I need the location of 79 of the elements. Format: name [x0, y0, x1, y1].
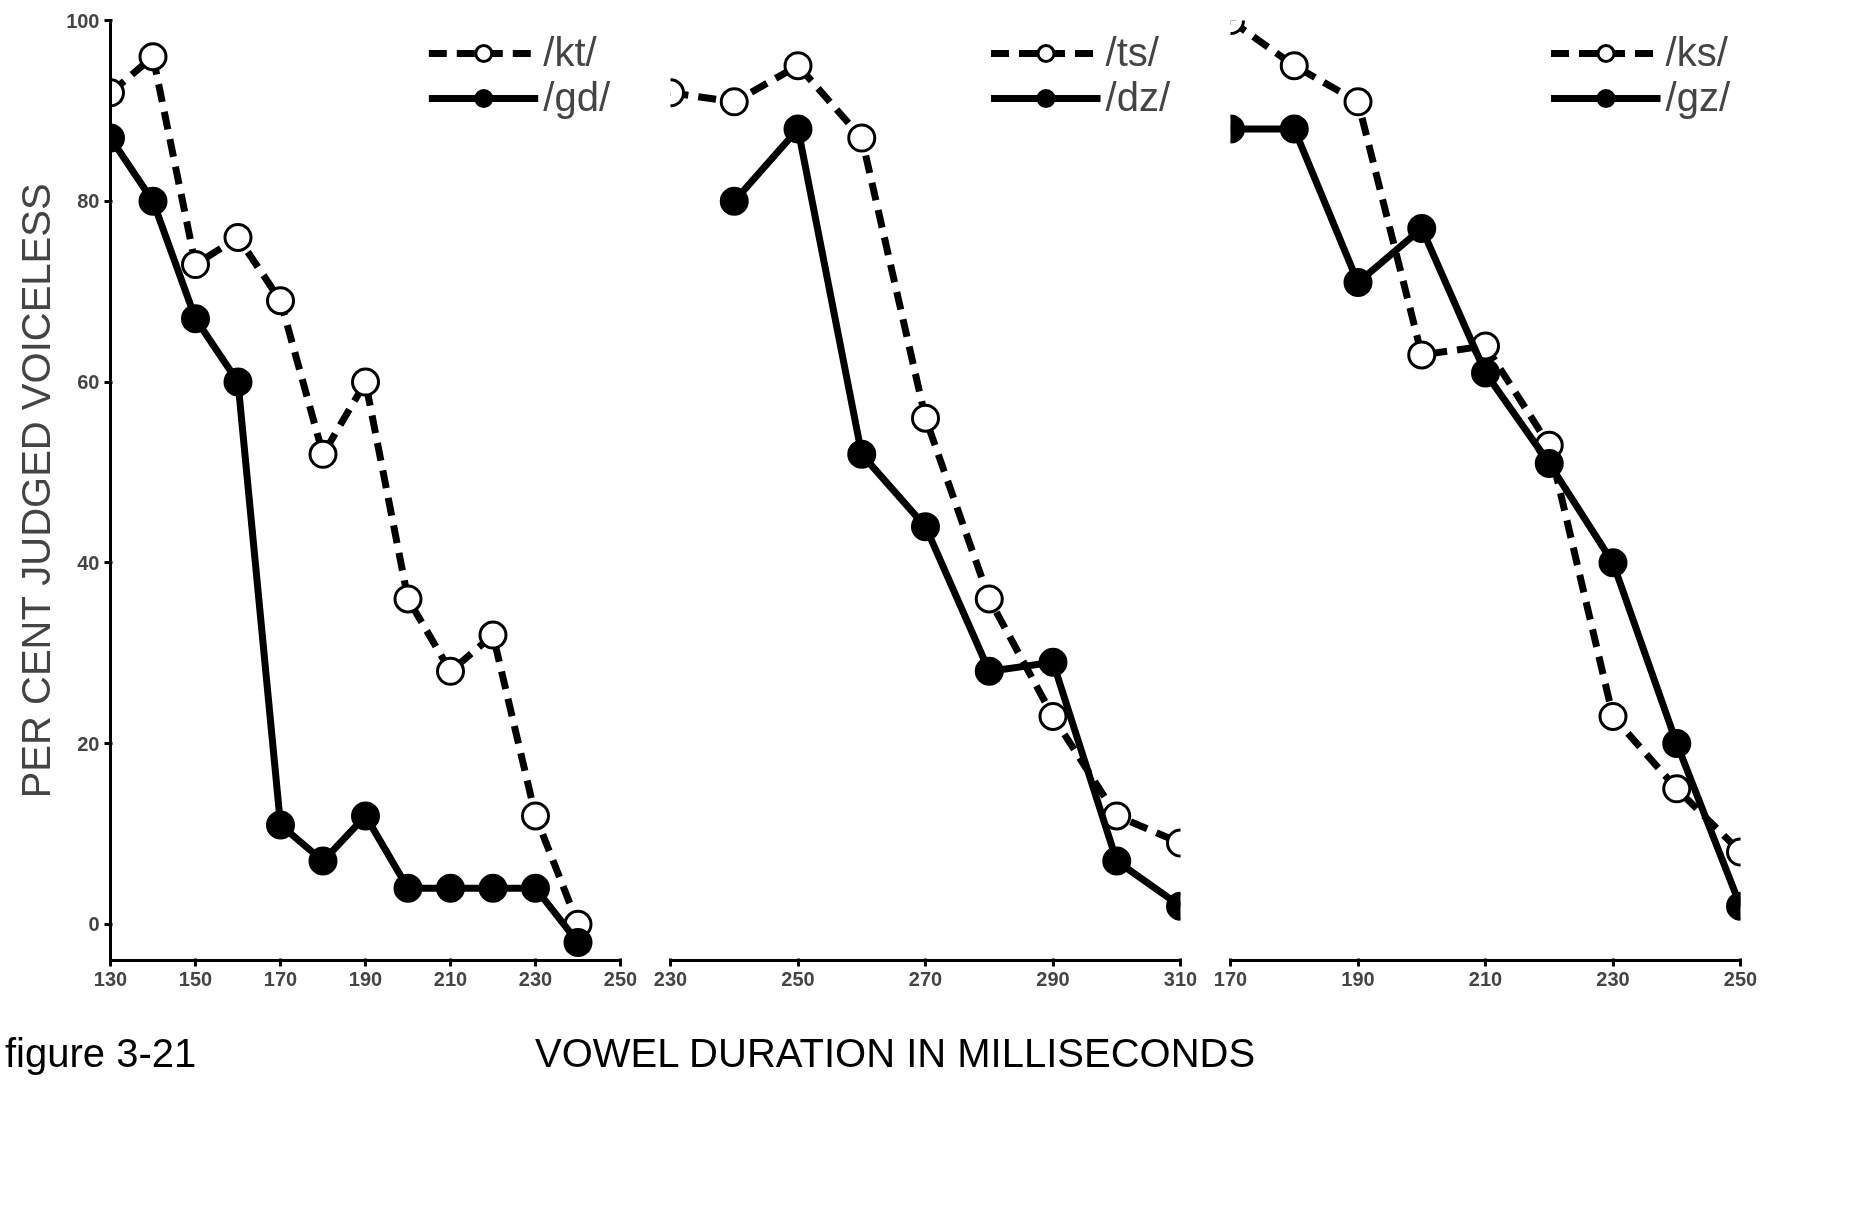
legend-label: /gd/ — [543, 75, 610, 120]
point — [393, 873, 423, 903]
y-tick-label: 80 — [77, 190, 100, 213]
y-tick-label: 20 — [77, 732, 100, 755]
point — [223, 367, 253, 397]
point — [847, 439, 877, 469]
point — [308, 439, 338, 469]
point — [436, 873, 465, 903]
point — [351, 367, 380, 397]
point — [521, 801, 550, 831]
point — [911, 403, 940, 433]
point — [1471, 358, 1500, 388]
point — [1343, 87, 1373, 117]
point — [783, 114, 813, 144]
point — [1102, 801, 1132, 831]
point — [436, 656, 465, 686]
point — [1598, 548, 1628, 578]
point — [138, 186, 168, 216]
x-tick-label: 270 — [908, 967, 943, 990]
point — [719, 87, 749, 117]
point — [351, 801, 380, 831]
x-tick-label: 170 — [263, 967, 298, 990]
point — [393, 584, 423, 614]
point — [974, 584, 1004, 614]
y-axis-title: PER CENT JUDGED VOICELESS — [14, 183, 59, 799]
point — [1598, 701, 1628, 731]
point — [783, 51, 813, 81]
y-tick-label: 60 — [77, 371, 100, 394]
legend-label: /ks/ — [1665, 30, 1728, 75]
x-tick-label: 210 — [1468, 967, 1503, 990]
x-tick-label: 230 — [1596, 967, 1630, 990]
point — [1038, 701, 1068, 731]
legend-label: /ts/ — [1105, 30, 1159, 75]
point — [138, 42, 168, 72]
point — [1534, 448, 1564, 478]
point — [974, 656, 1004, 686]
point — [1279, 114, 1309, 144]
point — [1662, 729, 1692, 759]
point — [266, 810, 295, 840]
point — [1279, 51, 1309, 81]
point — [911, 512, 940, 542]
point — [1102, 846, 1132, 876]
x-tick-label: 250 — [603, 967, 638, 990]
x-tick-label: 150 — [178, 967, 213, 990]
y-tick-label: 40 — [77, 551, 100, 574]
x-tick-label: 210 — [433, 967, 468, 990]
y-tick-label: 100 — [66, 9, 100, 32]
point — [266, 286, 295, 316]
x-tick-label: 250 — [1723, 967, 1758, 990]
x-tick-label: 230 — [518, 967, 553, 990]
point — [478, 873, 508, 903]
point — [847, 123, 877, 153]
point — [1407, 213, 1437, 243]
point — [1038, 647, 1068, 677]
point — [223, 222, 253, 252]
point — [1662, 774, 1692, 804]
x-tick-label: 310 — [1163, 967, 1198, 990]
point — [719, 186, 749, 216]
point — [478, 620, 508, 650]
point — [563, 927, 593, 957]
legend-label: /gz/ — [1665, 75, 1730, 120]
x-tick-label: 190 — [348, 967, 383, 990]
legend-label: /kt/ — [543, 30, 597, 75]
point — [1407, 340, 1437, 370]
legend-label: /dz/ — [1105, 75, 1170, 120]
x-tick-label: 190 — [1341, 967, 1375, 990]
x-tick-label: 290 — [1036, 967, 1070, 990]
x-tick-label: 170 — [1213, 967, 1248, 990]
y-tick-label: 0 — [88, 913, 100, 936]
x-axis-title: VOWEL DURATION IN MILLISECONDS — [535, 1030, 1256, 1077]
point — [181, 304, 210, 334]
point — [521, 873, 550, 903]
caption: figure 3-21 — [5, 1030, 197, 1077]
x-tick-label: 250 — [781, 967, 815, 990]
x-tick-label: 230 — [653, 967, 688, 990]
point — [181, 250, 210, 280]
x-tick-label: 130 — [93, 967, 128, 990]
point — [308, 846, 338, 876]
point — [1343, 268, 1373, 298]
